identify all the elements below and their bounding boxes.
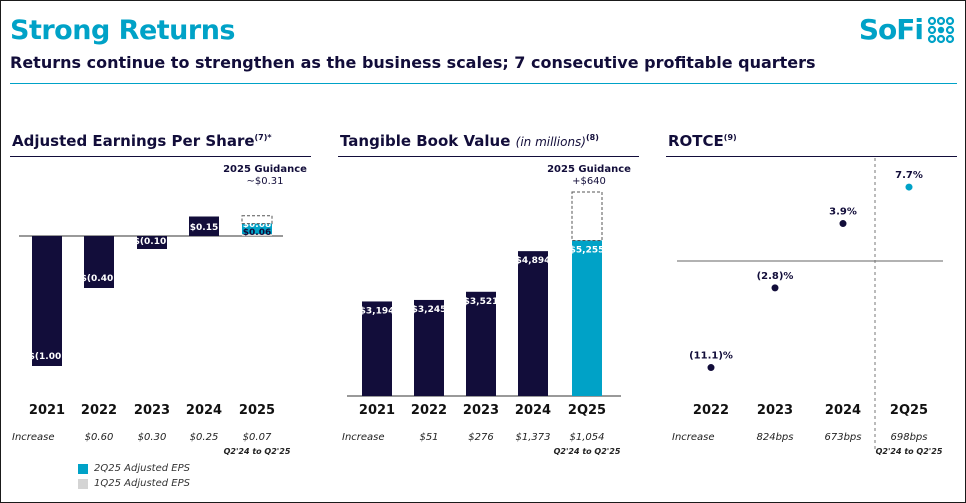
rotce-panel-title: ROTCE(9)	[668, 132, 737, 150]
increase-value: $51	[419, 432, 438, 443]
increase-note: Q2'24 to Q2'25	[554, 447, 621, 456]
x-tick-label: 2022	[411, 403, 447, 418]
guidance-title: 2025 Guidance	[547, 164, 631, 175]
data-label: $(0.10)	[134, 237, 171, 247]
data-point	[771, 284, 779, 292]
tbv-title-text: Tangible Book Value	[340, 132, 511, 150]
data-label: $0.08	[243, 220, 271, 230]
data-label: 3.9%	[829, 207, 857, 218]
eps-title-text: Adjusted Earnings Per Share	[12, 132, 255, 150]
legend-label-2q25: 2Q25 Adjusted EPS	[94, 463, 190, 474]
tbv-panel-rule	[338, 156, 639, 157]
bar-2q25	[242, 223, 272, 234]
guidance-value: +$640	[572, 176, 606, 187]
x-tick-label: 2Q25	[890, 403, 928, 418]
x-tick-label: 2024	[825, 403, 861, 418]
data-label: (11.1)%	[689, 351, 733, 362]
legend-swatch-2q25	[78, 463, 88, 474]
rotce-title-text: ROTCE	[668, 132, 724, 150]
data-label: 7.7%	[895, 170, 923, 181]
guidance-box	[241, 215, 273, 225]
x-tick-label: 2021	[29, 403, 65, 418]
rotce-panel-rule	[666, 156, 957, 157]
x-tick-label: 2022	[693, 403, 729, 418]
logo-wordmark: SoFi	[858, 13, 924, 46]
x-tick-label: 2Q25	[568, 403, 606, 418]
data-label: $(1.00)	[29, 352, 66, 362]
increase-value: $276	[468, 432, 493, 443]
increase-label: Increase	[672, 432, 715, 443]
guidance-box	[571, 191, 603, 241]
guidance-value: ~$0.31	[246, 176, 283, 187]
data-point	[839, 220, 847, 228]
increase-note: Q2'24 to Q2'25	[876, 447, 943, 456]
increase-value: $1,054	[570, 432, 605, 443]
data-point	[707, 364, 715, 372]
rotce-chart: (11.1)% 2022 (2.8)% 2023 3.9% 2024 7.7% 2Q25 Inc…	[672, 158, 943, 456]
bar	[466, 291, 496, 396]
data-label: $5,255	[570, 245, 605, 255]
x-tick-label: 2022	[81, 403, 117, 418]
increase-value: $0.60	[85, 432, 114, 443]
x-tick-label: 2023	[757, 403, 793, 418]
bar	[32, 236, 62, 366]
x-tick-label: 2024	[515, 403, 551, 418]
bar	[518, 251, 548, 396]
increase-value: 673bps	[825, 432, 862, 443]
data-label: $4,894	[516, 256, 551, 266]
logo-dots-icon	[927, 16, 955, 43]
eps-chart: $(1.00) 2021 $(0.40) 2022 $(0.10) 2023 $0.15 20…	[12, 164, 307, 456]
increase-label: Increase	[12, 432, 55, 443]
page-subtitle: Returns continue to strengthen as the bu…	[10, 53, 816, 72]
increase-value: $1,373	[516, 432, 551, 443]
header-divider	[10, 83, 957, 84]
data-point	[905, 183, 913, 191]
data-label: $3,194	[360, 306, 395, 316]
increase-note: Q2'24 to Q2'25	[224, 447, 291, 456]
data-label: $(0.40)	[81, 274, 118, 284]
eps-panel-title: Adjusted Earnings Per Share(7)*	[12, 132, 272, 150]
increase-value: $0.07	[243, 432, 272, 443]
increase-value: $0.25	[190, 432, 219, 443]
rotce-title-footnote: (9)	[723, 133, 737, 142]
increase-value: 698bps	[891, 432, 928, 443]
legend-swatch-1q25	[78, 478, 88, 489]
data-label: $3,521	[464, 297, 499, 307]
data-label: $0.15	[190, 223, 218, 233]
tbv-title-italic: (in millions)	[515, 135, 586, 149]
tbv-panel-title: Tangible Book Value (in millions)(8)	[340, 132, 599, 150]
increase-label: Increase	[342, 432, 385, 443]
data-label: $3,245	[412, 305, 447, 315]
x-tick-label: 2023	[134, 403, 170, 418]
sofi-logo: SoFi	[859, 13, 955, 46]
eps-panel-rule	[10, 156, 311, 157]
tbv-chart: $3,194 2021 $3,245 2022 $3,521 2023 $4,894 2024…	[342, 164, 631, 456]
legend-item-2q25: 2Q25 Adjusted EPS	[78, 463, 190, 474]
bar	[189, 216, 219, 236]
legend-item-1q25: 1Q25 Adjusted EPS	[78, 478, 190, 489]
tbv-title-footnote: (8)	[585, 133, 599, 142]
x-tick-label: 2024	[186, 403, 222, 418]
x-tick-label: 2025	[239, 403, 275, 418]
bar	[362, 301, 392, 396]
bar	[572, 240, 602, 396]
guidance-title: 2025 Guidance	[223, 164, 307, 175]
bar	[84, 236, 114, 288]
eps-title-footnote: (7)*	[254, 133, 272, 142]
data-label: (2.8)%	[757, 271, 794, 282]
legend-label-1q25: 1Q25 Adjusted EPS	[94, 478, 190, 489]
page-title: Strong Returns	[10, 15, 236, 46]
bar	[137, 236, 167, 249]
increase-value: 824bps	[757, 432, 794, 443]
data-label: $0.06	[243, 228, 271, 238]
x-tick-label: 2023	[463, 403, 499, 418]
increase-value: $0.30	[138, 432, 167, 443]
bar	[414, 299, 444, 396]
x-tick-label: 2021	[359, 403, 395, 418]
